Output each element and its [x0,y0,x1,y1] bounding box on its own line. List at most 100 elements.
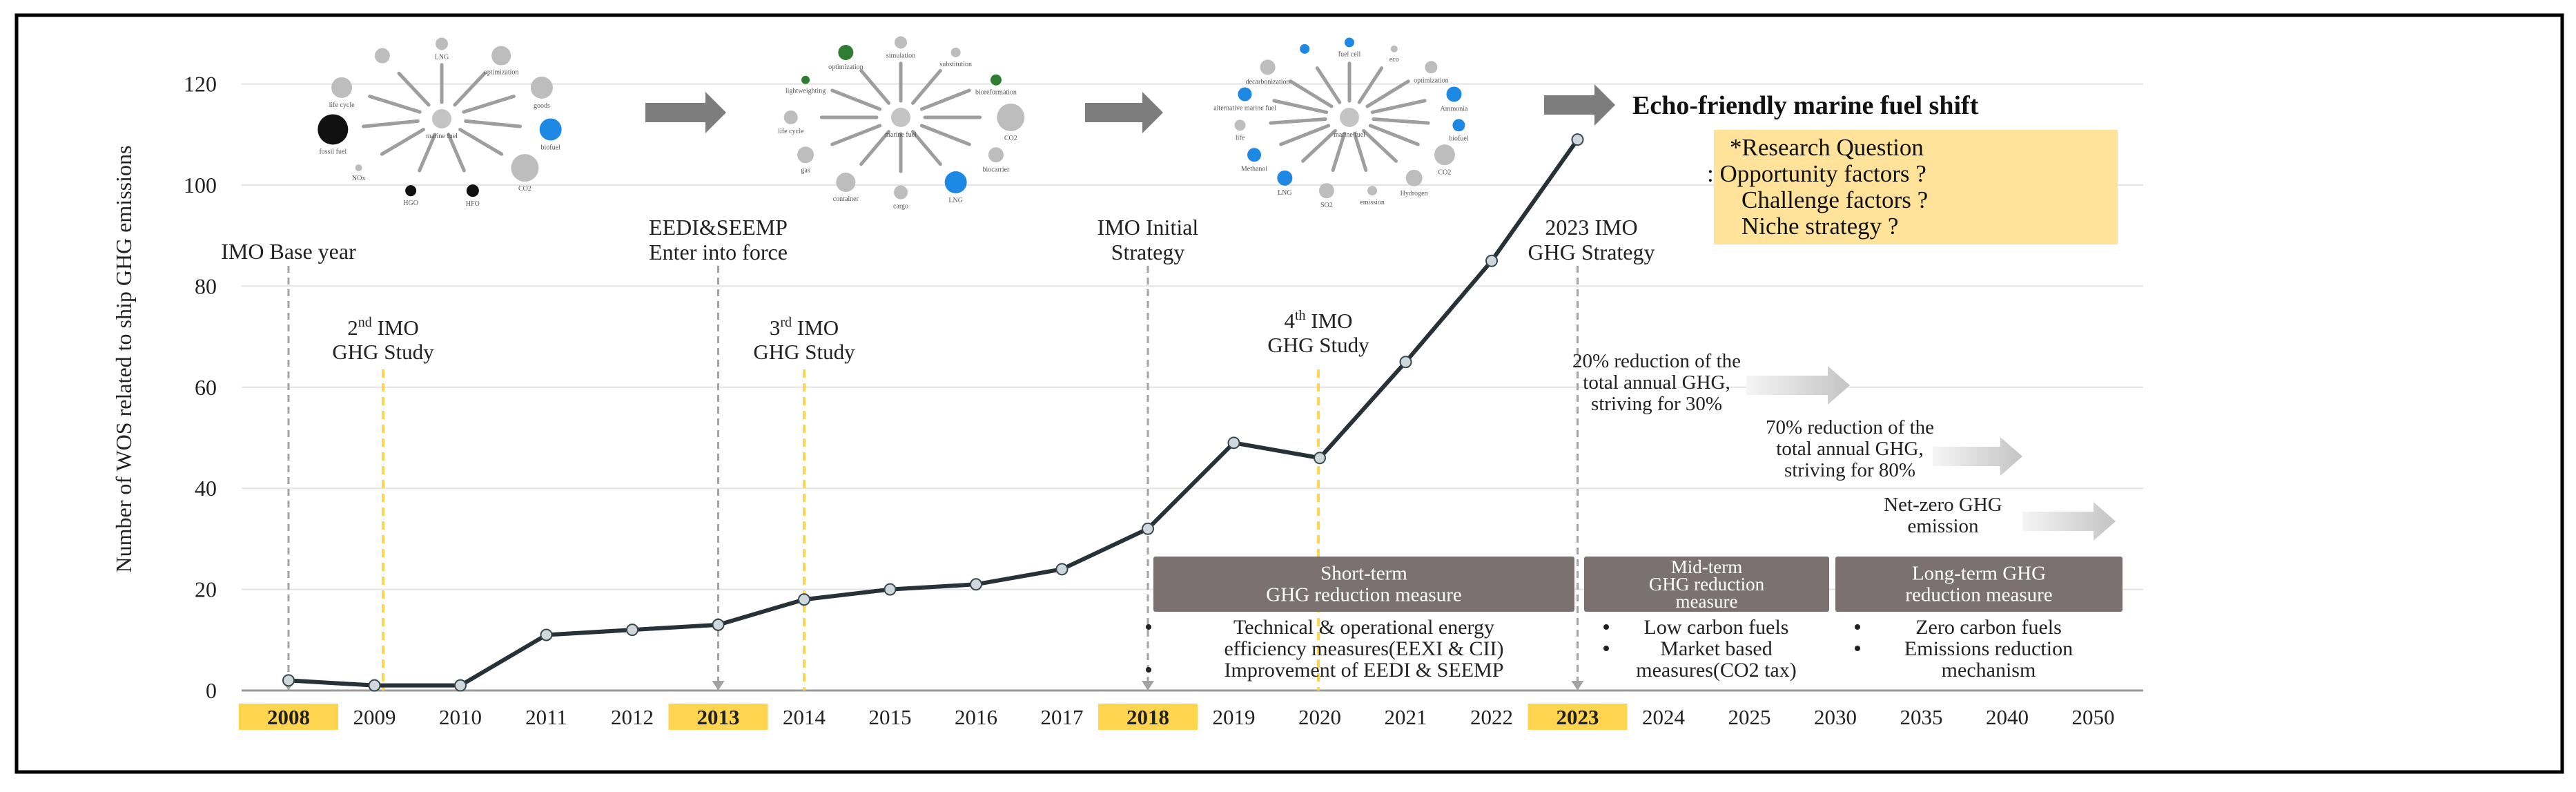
network-node [801,75,810,84]
network-node [797,146,814,164]
network-edge [830,88,882,111]
network-node-label: biofuel [541,144,561,151]
network-node [895,36,907,49]
network-node-label: CO2 [1438,168,1452,176]
x-tick-label-2016: 2016 [955,705,997,729]
data-point-2020 [1314,452,1326,465]
x-tick-label-2019: 2019 [1213,705,1256,729]
phase-bullet-dot [1146,667,1151,673]
target-text: emission [1907,515,1979,537]
y-tick-label: 20 [195,577,217,602]
network-node [1434,144,1455,166]
phase-bullet-dot [1603,646,1609,651]
x-tick-label-2011: 2011 [525,705,567,729]
network-center-node [1340,108,1359,127]
network-node [511,154,539,182]
network-node-label: lightweighting [786,88,826,95]
network-edge [830,124,882,146]
target-text: Net-zero GHG [1884,494,2002,516]
network-node [1318,183,1334,199]
target-text: total annual GHG, [1583,371,1730,394]
phase-bullet-text: Technical & operational energy [1233,616,1494,639]
network-node-label: biocarrier [983,166,1011,173]
x-tick-label-2030: 2030 [1814,705,1857,729]
phase-title: GHG reduction [1649,574,1765,595]
network-node [894,185,908,200]
phase-bullet-text: Emissions reduction [1904,637,2073,660]
network-edge [1269,117,1327,125]
study-label-line1: 2nd IMO [347,315,419,340]
network-center-label: marine fuel [885,131,917,139]
network-node [990,74,1002,86]
series-line-wos [288,138,1579,688]
network-node-label: substitution [939,61,972,68]
network-node-label: LNG [435,53,449,61]
network-node-label: container [833,195,859,203]
network-node [1345,37,1354,48]
network-node-label: goods [534,102,550,110]
data-point-2012 [626,624,638,637]
network-edge [1279,124,1331,146]
network-node-label: optimization [1414,77,1449,84]
network-edge [1272,99,1329,115]
network-node-label: optimization [828,64,863,71]
network-edge [1301,128,1337,163]
target-arrow [1933,437,2022,476]
milestone-label: GHG Strategy [1528,240,1655,264]
network-edge [1372,117,1430,125]
network-edge [1352,131,1368,172]
year-highlight-2023 [1528,704,1628,730]
network-node-label: eco [1389,56,1399,64]
network-node [997,104,1025,131]
study-label-line2: GHG Study [753,340,855,364]
flow-arrow-3 [1544,84,1615,126]
network-edge [1315,66,1342,104]
year-highlight-2008 [239,704,338,730]
phase-bullet-text: Zero carbon fuels [1915,616,2062,639]
phase-bullet-text: Market based [1660,637,1772,660]
y-tick-label: 60 [195,375,217,400]
network-edge [1368,124,1420,146]
network-edge [1357,66,1384,104]
data-point-2011 [540,628,553,641]
network-node-label: LNG [1278,189,1292,197]
network-node [331,77,353,98]
study-label-line1: 4th IMO [1284,308,1352,333]
network-edge [1370,99,1427,115]
network-node [783,110,798,124]
network-edge [458,128,504,156]
flow-arrow-2 [1085,92,1163,133]
network-node-label: life cycle [329,102,355,109]
network-node [530,76,553,99]
network-node-label: LNG [948,197,963,204]
target-text: striving for 80% [1784,459,1915,481]
keyword-network-n3: fuel cell eco optimization Ammonia biofuel CO… [1213,37,1469,209]
network-center-label: marine fuel [1334,131,1365,139]
x-tick-label-2040: 2040 [1986,705,2029,729]
data-point-2014 [798,593,810,606]
data-point-2013 [712,618,725,631]
network-node-label: Ammonia [1441,105,1469,113]
network-edge [368,95,422,114]
network-edge [1331,131,1347,172]
network-node [1300,44,1310,54]
network-node [1238,87,1252,102]
target-text: 70% reduction of the [1766,416,1934,438]
network-node [1367,186,1378,196]
network-edge [453,71,487,107]
network-node [1234,119,1246,131]
network-node [1390,45,1398,52]
research-question-line: : Opportunity factors ? [1707,160,1926,187]
network-node-label: gas [801,166,810,174]
study-label-line2: GHG Study [1267,333,1369,357]
network-node [1277,170,1293,186]
network-edge [911,68,942,105]
x-tick-label-2012: 2012 [611,705,654,729]
network-node [405,185,417,197]
data-point-2008 [282,674,295,687]
year-highlight-2018 [1098,704,1198,730]
network-node [836,173,856,193]
network-node-label: cargo [893,203,908,211]
target-arrow [2022,502,2116,541]
